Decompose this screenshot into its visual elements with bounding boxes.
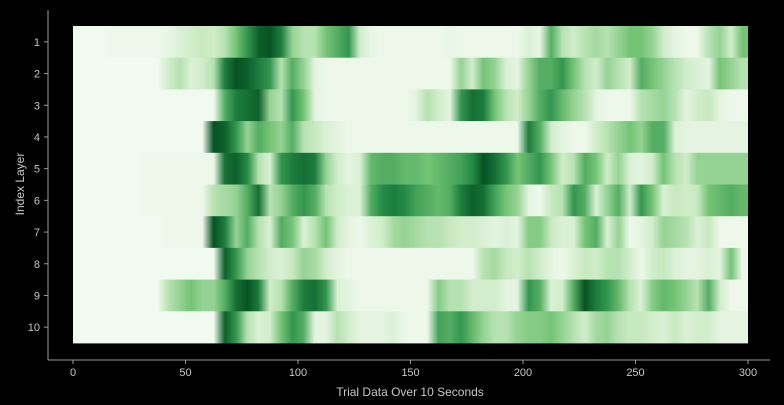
- y-tick-label: 1: [34, 37, 40, 49]
- heatmap-row-7: [73, 216, 748, 249]
- y-tick-label: 9: [34, 290, 40, 302]
- x-tick-label: 300: [739, 367, 757, 379]
- heatmap-row-3: [73, 89, 748, 122]
- y-tick-label: 4: [34, 132, 40, 144]
- y-tick-label: 6: [34, 195, 40, 207]
- y-axis-label: Index Layer: [13, 153, 27, 216]
- heatmap-row-1: [73, 26, 748, 59]
- y-tick-label: 8: [34, 259, 40, 271]
- y-tick-label: 5: [34, 164, 40, 176]
- x-axis-label: Trial Data Over 10 Seconds: [336, 385, 484, 399]
- x-tick-label: 200: [514, 367, 532, 379]
- heatmap-row-8: [73, 247, 748, 280]
- heatmap-row-9: [73, 279, 748, 312]
- y-tick-label: 3: [34, 100, 40, 112]
- heatmap-rows: [73, 26, 748, 344]
- axes: [47, 10, 770, 361]
- x-tick-label: 150: [401, 367, 419, 379]
- y-tick-label: 10: [28, 322, 40, 334]
- x-ticks: 0 50 100 150 200 250 300: [70, 360, 757, 379]
- heatmap-row-6: [73, 184, 748, 217]
- heatmap-row-2: [73, 57, 748, 90]
- x-tick-label: 0: [70, 367, 76, 379]
- y-tick-label: 7: [34, 227, 40, 239]
- x-tick-label: 50: [179, 367, 191, 379]
- heatmap-row-5: [73, 152, 748, 185]
- x-tick-label: 250: [626, 367, 644, 379]
- heatmap-row-4: [73, 121, 748, 154]
- heatmap-row-10: [73, 311, 748, 344]
- x-tick-label: 100: [289, 367, 307, 379]
- y-ticks: 1 2 3 4 5 6 7 8 9 10: [28, 37, 48, 334]
- y-tick-label: 2: [34, 69, 40, 81]
